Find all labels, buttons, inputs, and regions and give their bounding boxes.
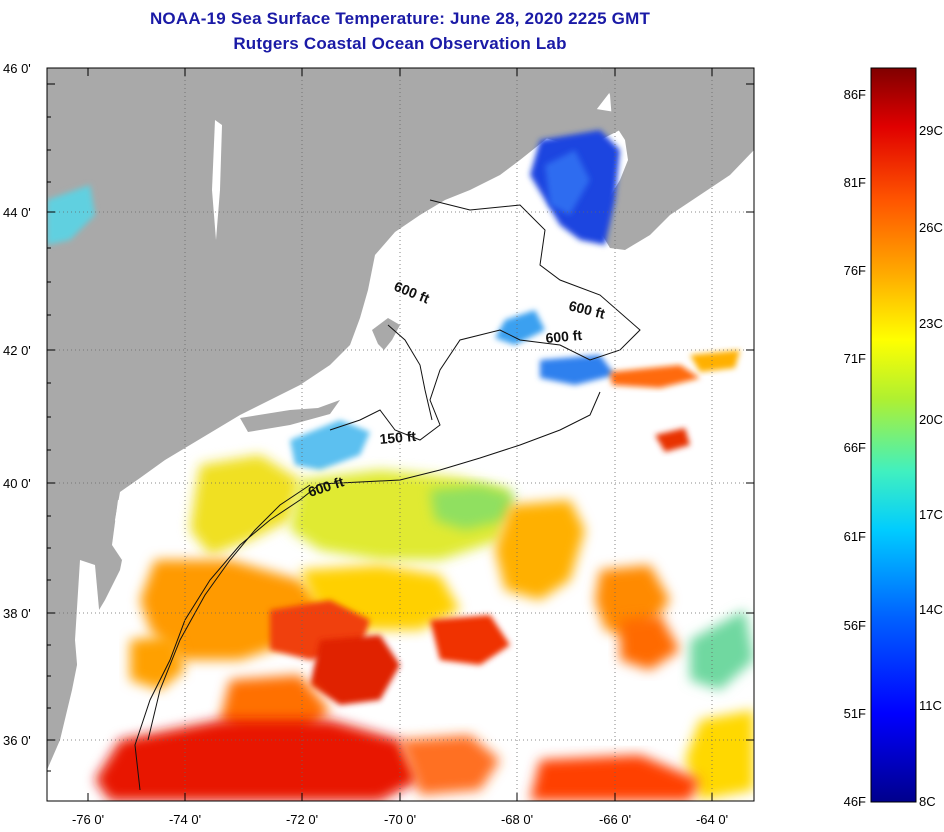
land-nova-scotia <box>598 68 754 250</box>
chesapeake-bay <box>75 560 100 700</box>
bathymetry-contours <box>134 199 641 791</box>
title-line-2: Rutgers Coastal Ocean Observation Lab <box>233 34 567 53</box>
land-cape-cod <box>372 318 400 350</box>
lat-tick-label: 44 0' <box>3 205 31 220</box>
contour-label: 600 ft <box>545 327 583 346</box>
lat-tick-label: 40 0' <box>3 476 31 491</box>
tick-marks <box>47 68 754 801</box>
lon-tick-label: -76 0' <box>72 812 104 827</box>
colorbar-c-label: 29C <box>919 123 943 138</box>
lon-tick-label: -72 0' <box>286 812 318 827</box>
lat-tick-label: 46 0' <box>3 61 31 76</box>
colorbar-c-label: 23C <box>919 316 943 331</box>
colorbar-c-label: 14C <box>919 602 943 617</box>
land-long-island <box>240 400 340 432</box>
colorbar-f-label: 61F <box>844 529 866 544</box>
lon-tick-label: -74 0' <box>169 812 201 827</box>
colorbar-f-label: 56F <box>844 618 866 633</box>
lon-tick-label: -70 0' <box>384 812 416 827</box>
colorbar-c-label: 17C <box>919 507 943 522</box>
lon-tick-label: -68 0' <box>501 812 533 827</box>
lon-tick-label: -66 0' <box>599 812 631 827</box>
colorbar-f-label: 51F <box>844 706 866 721</box>
colorbar-f-label: 66F <box>844 440 866 455</box>
colorbar-f-label: 46F <box>844 794 866 809</box>
colorbar-c-label: 26C <box>919 220 943 235</box>
colorbar-f-label: 86F <box>844 87 866 102</box>
temperature-colorbar: 86F 81F 76F 71F 66F 61F 56F 51F 46F 29C … <box>844 67 943 809</box>
map-area: 600 ft 600 ft 600 ft 150 ft 600 ft <box>47 68 754 801</box>
colorbar-f-label: 76F <box>844 263 866 278</box>
lat-tick-label: 36 0' <box>3 733 31 748</box>
lat-tick-label: 42 0' <box>3 343 31 358</box>
colorbar-gradient <box>870 67 917 803</box>
delaware-bay <box>112 500 135 560</box>
colorbar-c-label: 11C <box>919 698 942 713</box>
contour-label: 150 ft <box>379 428 417 447</box>
land-us-east <box>47 68 610 770</box>
colorbar-f-label: 71F <box>844 351 866 366</box>
lake-champlain <box>212 120 222 240</box>
colorbar-c-label: 8C <box>919 794 936 809</box>
lat-tick-label: 38 0' <box>3 606 31 621</box>
colorbar-f-label: 81F <box>844 175 866 190</box>
colorbar-c-label: 20C <box>919 412 943 427</box>
sst-data <box>47 130 754 801</box>
title-line-1: NOAA-19 Sea Surface Temperature: June 28… <box>149 9 651 28</box>
lon-tick-label: -64 0' <box>696 812 728 827</box>
